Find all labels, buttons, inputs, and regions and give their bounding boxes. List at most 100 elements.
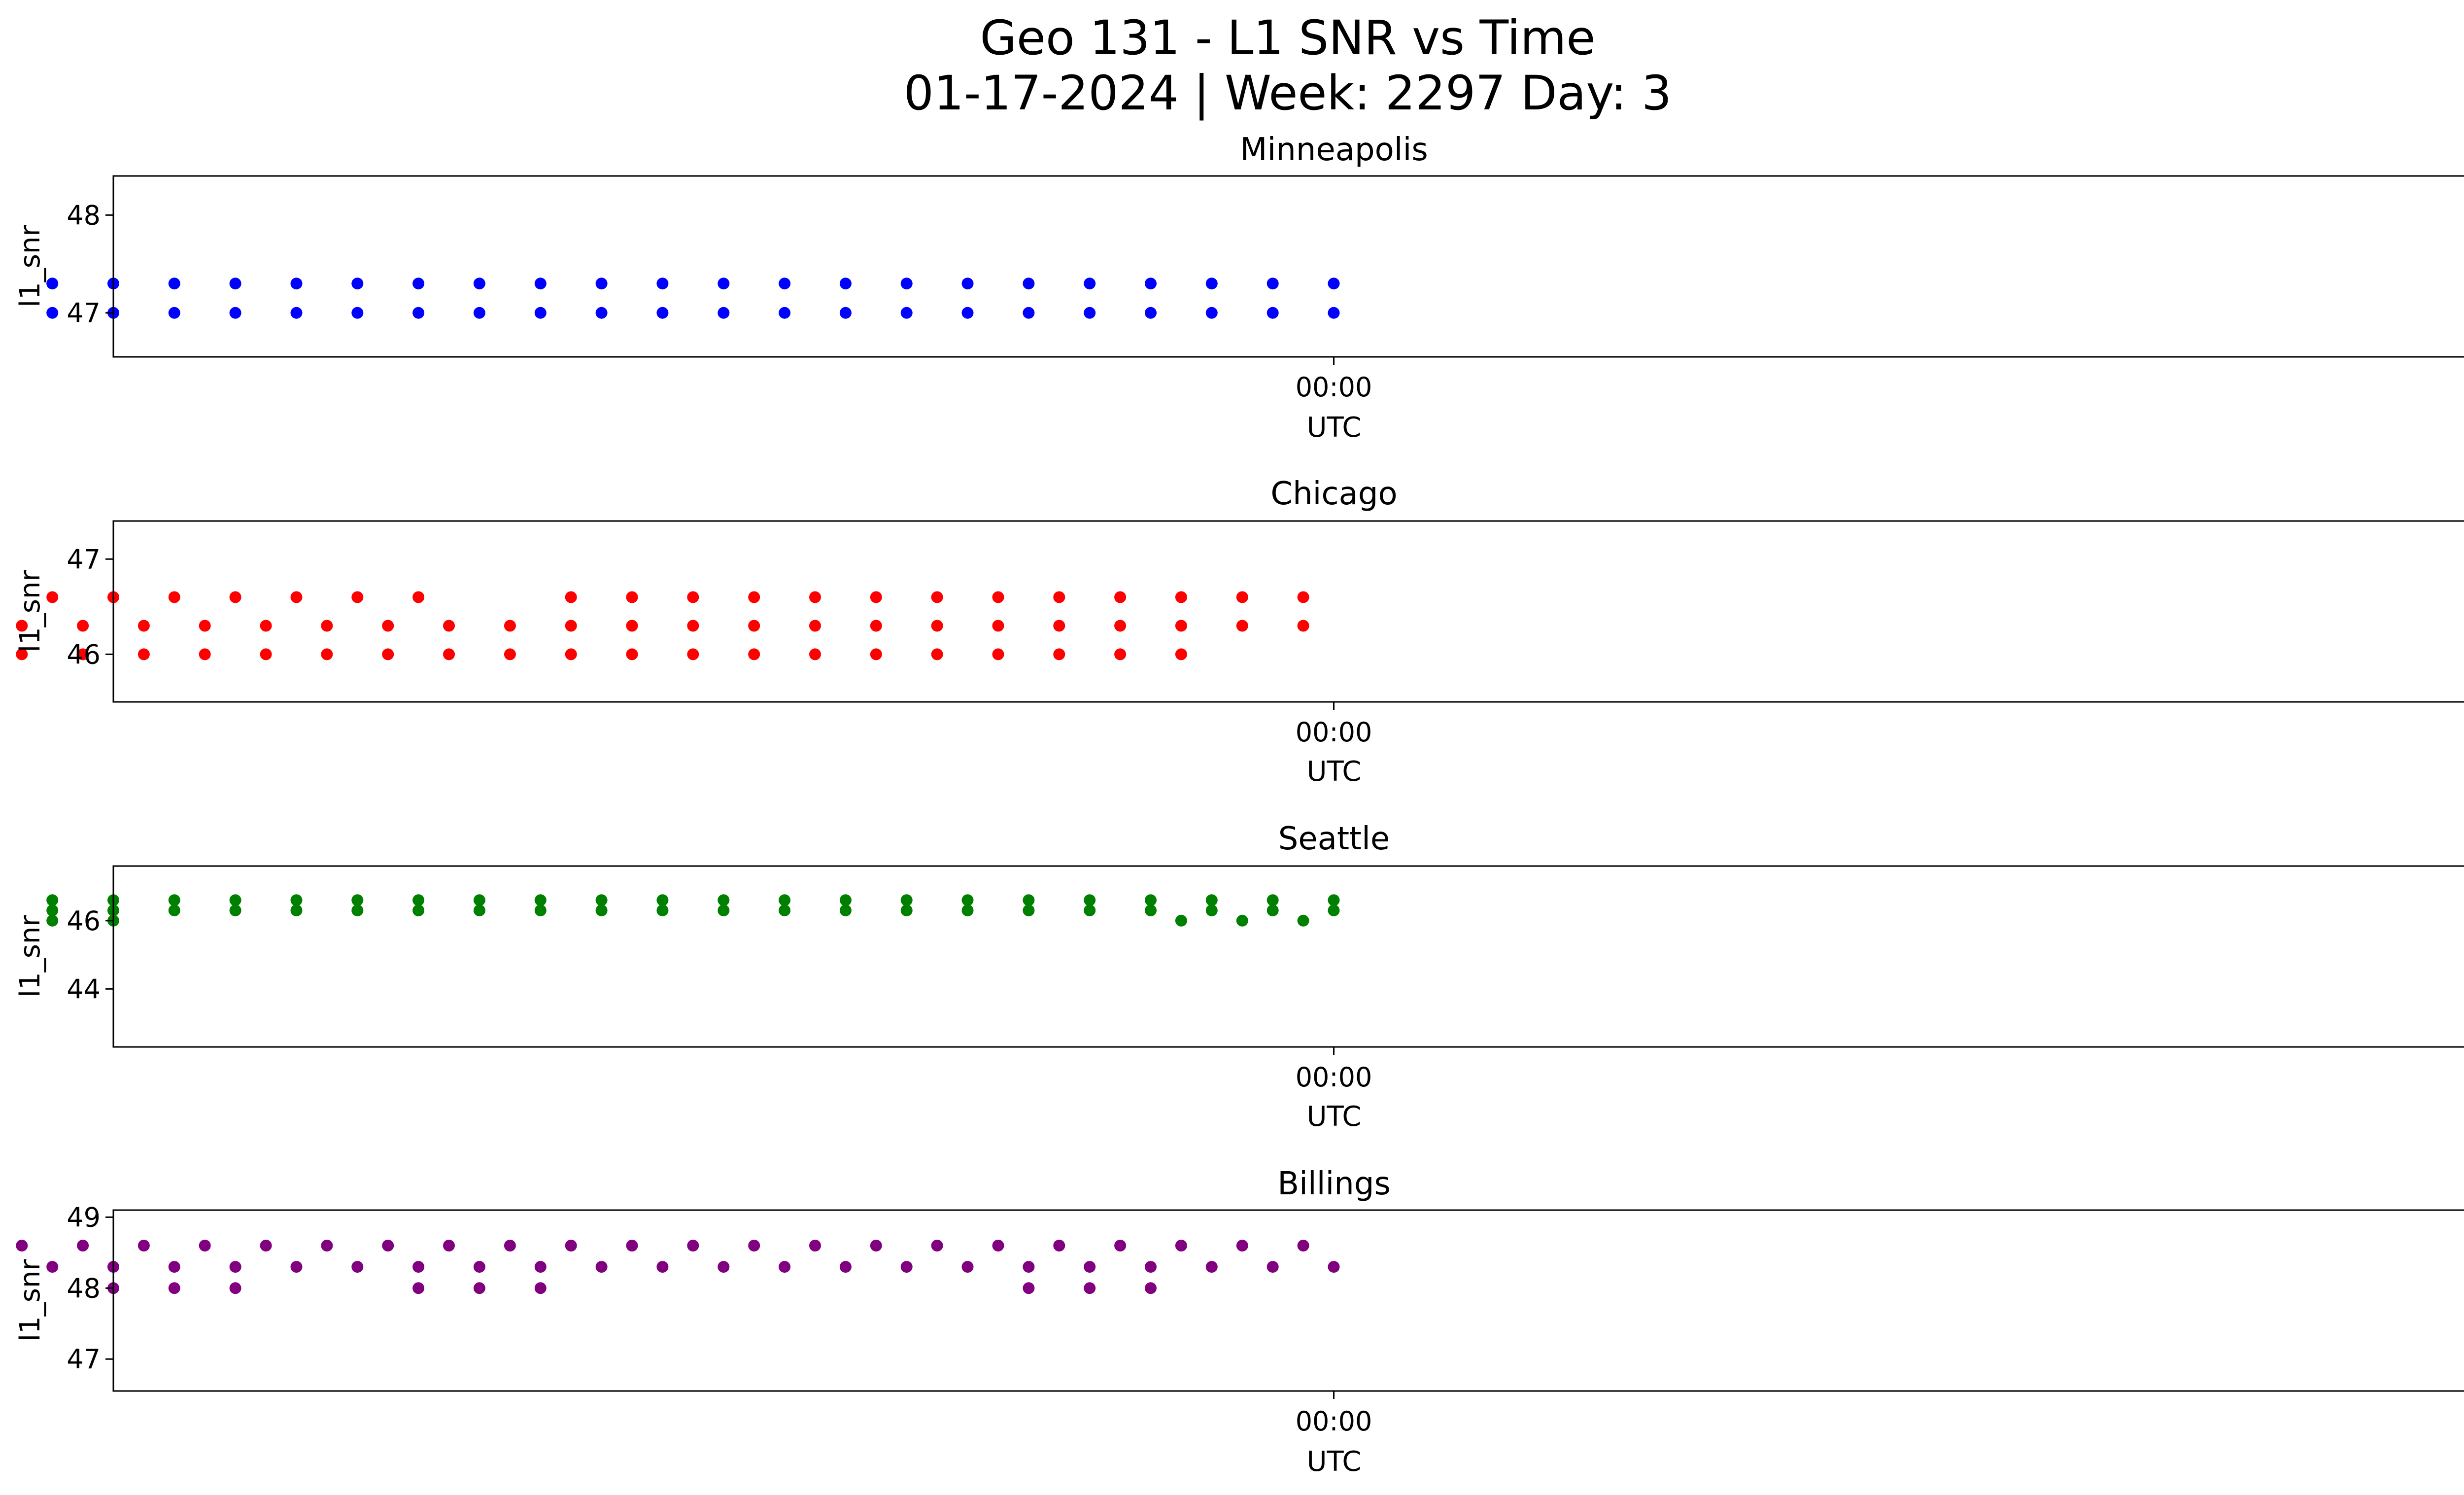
data-point — [931, 648, 943, 660]
data-point — [412, 894, 424, 906]
panel-title: Seattle — [1278, 821, 1390, 857]
data-point — [382, 620, 394, 632]
data-point — [138, 620, 150, 632]
data-point — [1206, 894, 1218, 906]
data-point — [992, 648, 1004, 660]
data-point — [1114, 591, 1126, 603]
data-point — [748, 620, 760, 632]
data-point — [901, 894, 913, 906]
data-point — [474, 307, 485, 319]
data-point — [687, 620, 699, 632]
data-point — [962, 894, 974, 906]
data-point — [687, 591, 699, 603]
data-point — [1267, 278, 1279, 289]
data-point — [1236, 591, 1248, 603]
y-tick-label: 47 — [67, 544, 101, 575]
data-point — [199, 648, 211, 660]
data-point — [1206, 904, 1218, 916]
data-point — [1145, 278, 1157, 289]
data-point — [1267, 894, 1279, 906]
data-point — [1298, 620, 1309, 632]
data-point — [656, 307, 668, 319]
data-point — [870, 620, 882, 632]
data-point — [351, 591, 363, 603]
data-point — [1053, 620, 1065, 632]
data-point — [230, 307, 241, 319]
panel-title: Minneapolis — [1240, 132, 1428, 168]
data-point — [412, 591, 424, 603]
plot-frame — [113, 521, 2464, 702]
data-point — [626, 591, 638, 603]
data-point — [169, 904, 180, 916]
data-point — [565, 591, 577, 603]
data-point — [992, 591, 1004, 603]
data-point — [596, 307, 608, 319]
data-point — [931, 591, 943, 603]
data-point — [656, 904, 668, 916]
data-point — [1175, 620, 1187, 632]
data-point — [382, 648, 394, 660]
data-point — [596, 278, 608, 289]
data-point — [46, 307, 58, 319]
data-point — [474, 894, 485, 906]
data-point — [748, 591, 760, 603]
data-point — [504, 620, 516, 632]
data-point — [718, 904, 729, 916]
data-points — [0, 524, 1309, 698]
data-point — [596, 894, 608, 906]
data-point — [870, 648, 882, 660]
data-point — [1328, 278, 1340, 289]
y-axis-label: l1_snr — [14, 570, 46, 653]
data-point — [1236, 620, 1248, 632]
data-point — [1267, 904, 1279, 916]
data-point — [962, 278, 974, 289]
data-point — [291, 307, 303, 319]
data-points — [0, 180, 1340, 358]
data-point — [962, 307, 974, 319]
data-point — [138, 648, 150, 660]
data-point — [169, 278, 180, 289]
x-axis-label: UTC — [1306, 412, 1361, 444]
data-point — [46, 278, 58, 289]
data-point — [565, 620, 577, 632]
data-point — [840, 904, 852, 916]
data-point — [840, 894, 852, 906]
y-axis-label: l1_snr — [14, 225, 46, 308]
data-point — [351, 278, 363, 289]
x-tick-label: 00:00 — [1296, 717, 1372, 748]
data-point — [504, 648, 516, 660]
data-point — [1145, 307, 1157, 319]
data-point — [169, 894, 180, 906]
data-point — [1053, 648, 1065, 660]
data-point — [351, 894, 363, 906]
data-points — [0, 870, 1340, 1043]
data-point — [565, 648, 577, 660]
x-axis-label: UTC — [1306, 756, 1361, 788]
data-point — [443, 620, 455, 632]
data-point — [1206, 307, 1218, 319]
data-point — [291, 278, 303, 289]
data-point — [169, 591, 180, 603]
data-point — [901, 307, 913, 319]
data-point — [1084, 894, 1095, 906]
data-point — [535, 904, 547, 916]
data-point — [901, 278, 913, 289]
figure-title-line1: Geo 131 - L1 SNR vs Time — [980, 10, 1596, 66]
data-point — [169, 307, 180, 319]
data-point — [809, 620, 821, 632]
data-point — [46, 904, 58, 916]
data-point — [260, 620, 272, 632]
data-point — [840, 307, 852, 319]
data-point — [535, 307, 547, 319]
data-point — [1328, 894, 1340, 906]
data-point — [718, 894, 729, 906]
data-point — [870, 591, 882, 603]
data-point — [230, 894, 241, 906]
data-point — [351, 904, 363, 916]
data-point — [596, 904, 608, 916]
x-axis-ticks: 00:0003:0006:0009:0012:0015:0018:0021:00… — [0, 357, 1372, 403]
